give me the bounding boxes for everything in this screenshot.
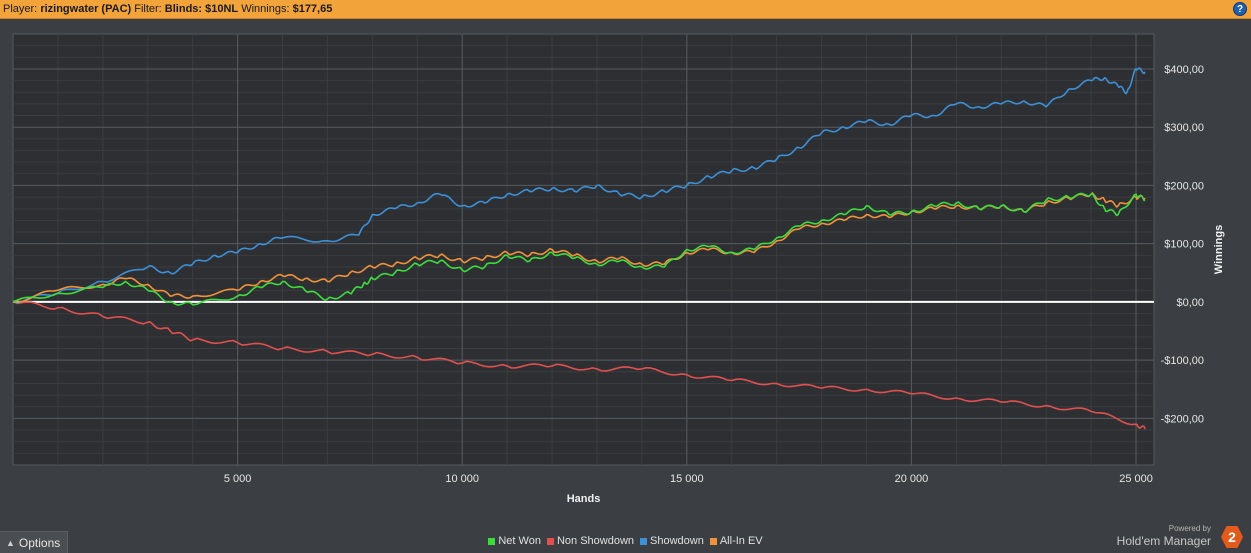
- options-label: Options: [18, 535, 61, 550]
- x-tick-label: 5 000: [224, 473, 252, 485]
- x-axis-title: Hands: [567, 493, 601, 505]
- legend-item-all-in-ev[interactable]: All-In EV: [709, 535, 763, 547]
- legend-label: Net Won: [498, 535, 541, 547]
- filter-header-bar: Player: rizingwater (PAC) Filter: Blinds…: [0, 0, 1251, 19]
- player-value: rizingwater (PAC): [40, 3, 132, 15]
- player-label: Player:: [3, 3, 38, 15]
- chart-legend: Net Won Non Showdown Showdown All-In EV: [0, 533, 1251, 549]
- x-axis-ticks: 5 000 10 000 15 000 20 000 25 000: [224, 473, 1153, 485]
- plot-area: [12, 33, 1155, 466]
- y-axis-ticks: $400,00 $300,00 $200,00 $100,00 $0,00 -$100,0…: [1161, 64, 1204, 425]
- all-in-ev-swatch-icon: [709, 537, 717, 545]
- y-tick-label: $400,00: [1164, 64, 1204, 76]
- series-line-showdown: [12, 67, 1146, 304]
- options-button[interactable]: ▲ Options: [0, 531, 68, 553]
- winnings-label: Winnings:: [241, 3, 290, 15]
- y-tick-label: $100,00: [1164, 239, 1204, 251]
- filter-label: Filter:: [134, 3, 162, 15]
- non-showdown-swatch-icon: [546, 537, 554, 545]
- series-line-net-won: [12, 192, 1146, 306]
- brand-name: Hold'em Manager: [1116, 534, 1211, 548]
- y-axis-title: Winnings: [1213, 225, 1225, 274]
- powered-by-text: Powered by: [1168, 524, 1211, 533]
- legend-label: Showdown: [650, 535, 704, 547]
- hem2-logo-icon: 2: [1221, 526, 1243, 548]
- series-layer: [12, 67, 1146, 430]
- legend-item-net-won[interactable]: Net Won: [488, 535, 541, 547]
- winnings-chart: 5 000 10 000 15 000 20 000 25 000 $400,00 $30…: [12, 33, 1225, 505]
- legend-label: Non Showdown: [556, 535, 635, 547]
- legend-label: All-In EV: [719, 535, 763, 547]
- y-tick-label: $300,00: [1164, 122, 1204, 134]
- y-tick-label: $200,00: [1164, 180, 1204, 192]
- legend-item-showdown[interactable]: Showdown: [640, 535, 704, 547]
- series-line-non-showdown: [12, 301, 1146, 430]
- x-tick-label: 10 000: [445, 473, 479, 485]
- help-icon[interactable]: ?: [1233, 2, 1247, 16]
- legend-item-non-showdown[interactable]: Non Showdown: [546, 535, 635, 547]
- brand-badge: Powered by Hold'em Manager 2: [1105, 522, 1245, 550]
- chevron-up-icon: ▲: [6, 537, 15, 548]
- net-won-swatch-icon: [488, 537, 496, 545]
- x-tick-label: 25 000: [1119, 473, 1153, 485]
- y-tick-label: $0,00: [1176, 297, 1204, 309]
- showdown-swatch-icon: [640, 537, 648, 545]
- x-tick-label: 15 000: [670, 473, 704, 485]
- filter-value: Blinds: $10NL: [164, 3, 239, 15]
- y-tick-label: -$100,00: [1161, 355, 1204, 367]
- x-tick-label: 20 000: [895, 473, 929, 485]
- winnings-value: $177,65: [292, 3, 333, 15]
- y-tick-label: -$200,00: [1161, 413, 1204, 425]
